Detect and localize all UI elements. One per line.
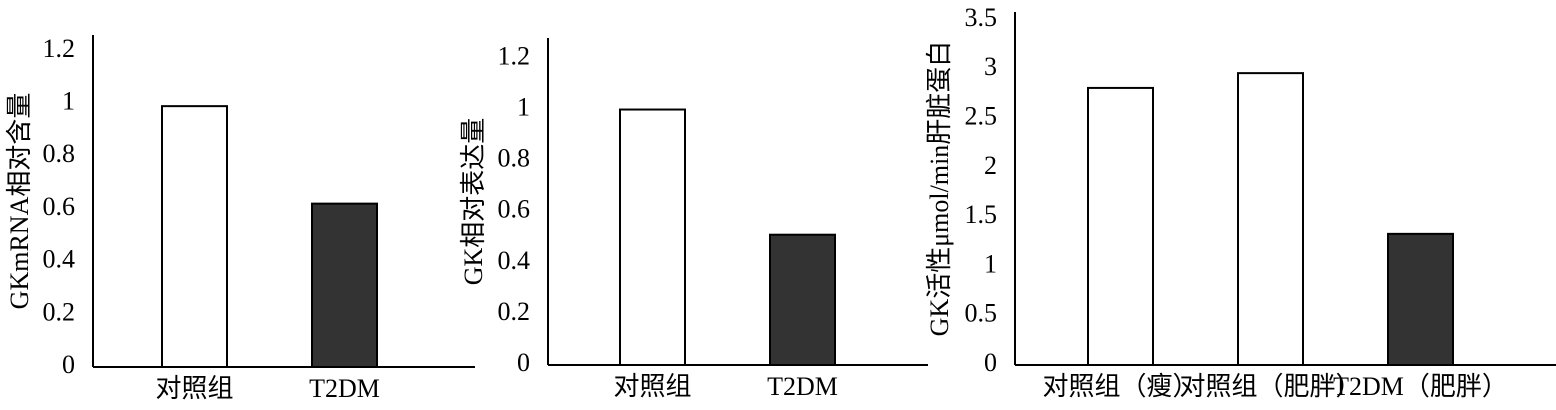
y-tick-label: 0 bbox=[517, 348, 530, 377]
bar bbox=[1237, 72, 1304, 367]
x-tick-label: 对照组 bbox=[613, 372, 691, 401]
y-tick-label: 0 bbox=[984, 348, 997, 377]
x-tick-label: T2DM bbox=[309, 374, 380, 403]
y-tick-label: 0 bbox=[62, 350, 75, 379]
y-tick-label: 0.2 bbox=[43, 297, 76, 326]
x-tick-label: 对照组 bbox=[155, 374, 233, 403]
y-axis-label: GK活性μmol/min肝脏蛋白 bbox=[925, 41, 954, 337]
bar bbox=[311, 202, 378, 368]
y-tick-label: 2.5 bbox=[965, 101, 998, 130]
y-tick-label: 3.5 bbox=[965, 3, 998, 32]
y-tick-label: 3 bbox=[984, 52, 997, 81]
y-tick-label: 0.2 bbox=[498, 297, 531, 326]
y-tick-label: 1 bbox=[984, 249, 997, 278]
bar bbox=[619, 108, 686, 366]
y-axis-label: GKmRNA相对含量 bbox=[5, 93, 34, 310]
x-tick-label: T2DM bbox=[767, 372, 838, 401]
y-tick-label: 1.2 bbox=[43, 34, 76, 63]
y-tick-label: 1 bbox=[517, 93, 530, 122]
y-tick-label: 0.8 bbox=[43, 139, 76, 168]
x-tick-label: T2DM（肥胖） bbox=[1333, 372, 1508, 401]
y-tick-label: 0.5 bbox=[965, 299, 998, 328]
y-axis-label: GK相对表达量 bbox=[459, 118, 488, 286]
bar bbox=[1387, 232, 1454, 366]
x-tick-label: 对照组（肥胖） bbox=[1179, 372, 1361, 401]
y-tick-label: 1.5 bbox=[965, 200, 998, 229]
y-tick-label: 0.6 bbox=[43, 192, 76, 221]
y-tick-label: 1.2 bbox=[498, 41, 531, 70]
y-tick-label: 0.4 bbox=[498, 246, 531, 275]
bar bbox=[1087, 86, 1154, 366]
x-tick-label: 对照组（瘦） bbox=[1042, 372, 1198, 401]
y-tick-label: 0.6 bbox=[498, 195, 531, 224]
y-tick-label: 0.8 bbox=[498, 144, 531, 173]
bar bbox=[161, 105, 228, 369]
y-tick-label: 0.4 bbox=[43, 245, 76, 274]
y-tick-label: 2 bbox=[984, 151, 997, 180]
y-tick-label: 1 bbox=[62, 86, 75, 115]
bar bbox=[769, 233, 836, 366]
